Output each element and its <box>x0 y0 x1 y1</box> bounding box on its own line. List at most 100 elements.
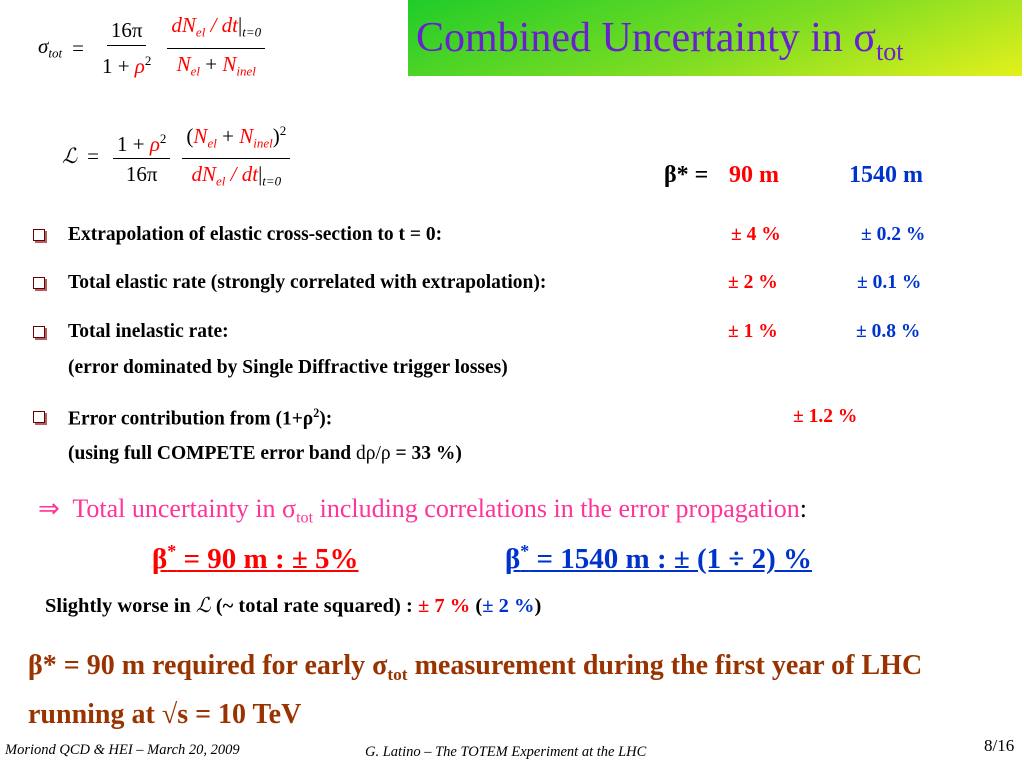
fraction: dNel / dt|t=0 Nel + Ninel <box>167 10 266 86</box>
bullet-note: (using full COMPETE error band dρ/ρ = 33… <box>68 443 462 465</box>
formula-lhs: ℒ <box>62 144 77 169</box>
text-run: tot <box>296 509 314 527</box>
error-value: ± 0.1 % <box>857 272 922 293</box>
text-run: inel <box>236 63 256 79</box>
text-run: | <box>258 162 263 187</box>
text-run: N <box>239 123 254 148</box>
text-run: dρ/ρ <box>356 443 391 464</box>
text-run: including correlations in the error prop… <box>313 494 800 523</box>
beta-value: 1540 m <box>849 162 923 188</box>
text-run: Total elastic rate (strongly correlated … <box>68 272 547 293</box>
text-run: Total uncertainty in σ <box>72 494 297 523</box>
text-run: inel <box>253 135 273 151</box>
conclusion-text: Total uncertainty in σtot including corr… <box>72 494 807 527</box>
footer-center: G. Latino – The TOTEM Experiment at the … <box>365 744 647 760</box>
text-run: el <box>195 24 206 40</box>
text-run: t=0 <box>242 24 262 40</box>
text-run: / dt <box>225 162 259 187</box>
text-run: = 33 %) <box>390 443 462 464</box>
text-run: ρ <box>149 131 160 156</box>
text-run: σ <box>38 34 49 59</box>
text-run: Error contribution from (1+ρ <box>68 408 314 430</box>
text-run: ( <box>470 595 483 617</box>
text-run: β* = 90 m required for early σ <box>28 650 388 681</box>
text-run: t=0 <box>262 173 282 189</box>
text-run: (error dominated by Single Diffractive t… <box>68 357 508 378</box>
bullet-icon <box>33 326 45 338</box>
text-run: 1 + <box>101 53 135 78</box>
text-run: 2 <box>159 130 167 146</box>
formula-lhs: σtot <box>38 34 62 62</box>
numerator: dNel / dt|t=0 <box>167 10 266 49</box>
text-run: = 90 m : ± 5% <box>176 542 359 575</box>
text-run: tot <box>876 37 904 67</box>
arrow: ⇒ <box>38 494 60 523</box>
text-run: ) <box>272 123 280 148</box>
text-run: measurement during the first year of LHC… <box>28 650 923 731</box>
bullet-text: Extrapolation of elastic cross-section t… <box>68 224 442 246</box>
error-value: ± 2 % <box>728 272 778 293</box>
text-run: 2 <box>279 123 287 138</box>
formula-sigma: σtot = 16π 1 + ρ2 dNel / dt|t=0 Nel + Nine… <box>38 10 271 86</box>
text-run: Total inelastic rate: <box>68 321 229 342</box>
text-run: ± 2 % <box>482 595 535 617</box>
text-run: dN <box>171 13 196 37</box>
text-run: / dt <box>205 13 238 37</box>
lumi-note: Slightly worse in ℒ (~ total rate square… <box>45 593 541 618</box>
beta-value: 90 m <box>729 162 779 188</box>
numerator: 1 + ρ2 <box>112 124 171 160</box>
fraction: 1 + ρ2 16π <box>112 124 171 190</box>
bullet-text: Total inelastic rate: <box>68 321 229 343</box>
text-run: (using full COMPETE error band <box>68 443 357 464</box>
text-run: Combined Uncertainty in σ <box>416 15 877 61</box>
text-run: N <box>193 123 208 148</box>
text-run: ± 7 % <box>417 595 471 617</box>
bullet-icon <box>33 411 45 423</box>
text-run: (~ total rate squared) : <box>210 595 418 617</box>
error-value: ± 4 % <box>731 224 781 245</box>
text-run: N <box>176 51 191 76</box>
bullet-note: (error dominated by Single Diffractive t… <box>68 357 508 379</box>
fraction: 16π 1 + ρ2 <box>98 15 155 81</box>
text-run: | <box>238 13 243 37</box>
text-run: β <box>152 542 168 575</box>
text-run: ): <box>319 408 333 430</box>
text-run: dN <box>191 162 216 187</box>
text-run: 2 <box>144 53 152 69</box>
text-run: el <box>190 63 201 79</box>
text-run: 1 + <box>116 131 150 156</box>
text-run: = 1540 m : ± (1 ÷ 2) % <box>529 542 813 575</box>
denominator: 16π <box>122 159 162 189</box>
bullet-icon <box>33 277 45 289</box>
beta-label: β* = <box>664 162 709 188</box>
text-run: N <box>222 51 237 76</box>
text-run: ) <box>534 595 542 617</box>
bullet-text: Total elastic rate (strongly correlated … <box>68 272 546 294</box>
text-run: ( <box>186 123 194 148</box>
conclusion: ⇒ Total uncertainty in σtot including co… <box>38 494 807 528</box>
text-run: + <box>200 51 223 76</box>
error-value: ± 0.2 % <box>861 224 926 245</box>
text-run: el <box>215 173 226 189</box>
text-run: 16π <box>110 18 143 43</box>
fraction: (Nel + Ninel)2 dNel / dt|t=0 <box>182 116 291 197</box>
result-1540m: β* = 1540 m : ± (1 ÷ 2) % <box>505 541 812 576</box>
formula-eq: = <box>87 143 99 168</box>
text-run: β <box>505 542 521 575</box>
text-run: ℒ <box>195 595 211 617</box>
slide-title: Combined Uncertainty in σtot <box>408 0 1022 76</box>
statement: β* = 90 m required for early σtot measur… <box>28 646 968 735</box>
footer-left: Moriond QCD & HEI – March 20, 2009 <box>5 742 240 758</box>
text-run: Extrapolation of elastic cross-section t… <box>68 224 443 245</box>
page-number: 8/16 <box>984 736 1015 755</box>
numerator: (Nel + Ninel)2 <box>182 116 291 160</box>
text-run: : <box>799 494 807 523</box>
text-run: ρ <box>134 53 145 78</box>
formula-lumi: ℒ = 1 + ρ2 16π (Nel + Ninel)2 dNel / dt|t=… <box>62 116 296 197</box>
text-run: 16π <box>125 162 158 187</box>
denominator: 1 + ρ2 <box>98 46 155 81</box>
bullet-text: Error contribution from (1+ρ2): <box>68 406 332 430</box>
text-run: ℒ <box>62 143 78 168</box>
text-run: Slightly worse in <box>45 595 196 617</box>
